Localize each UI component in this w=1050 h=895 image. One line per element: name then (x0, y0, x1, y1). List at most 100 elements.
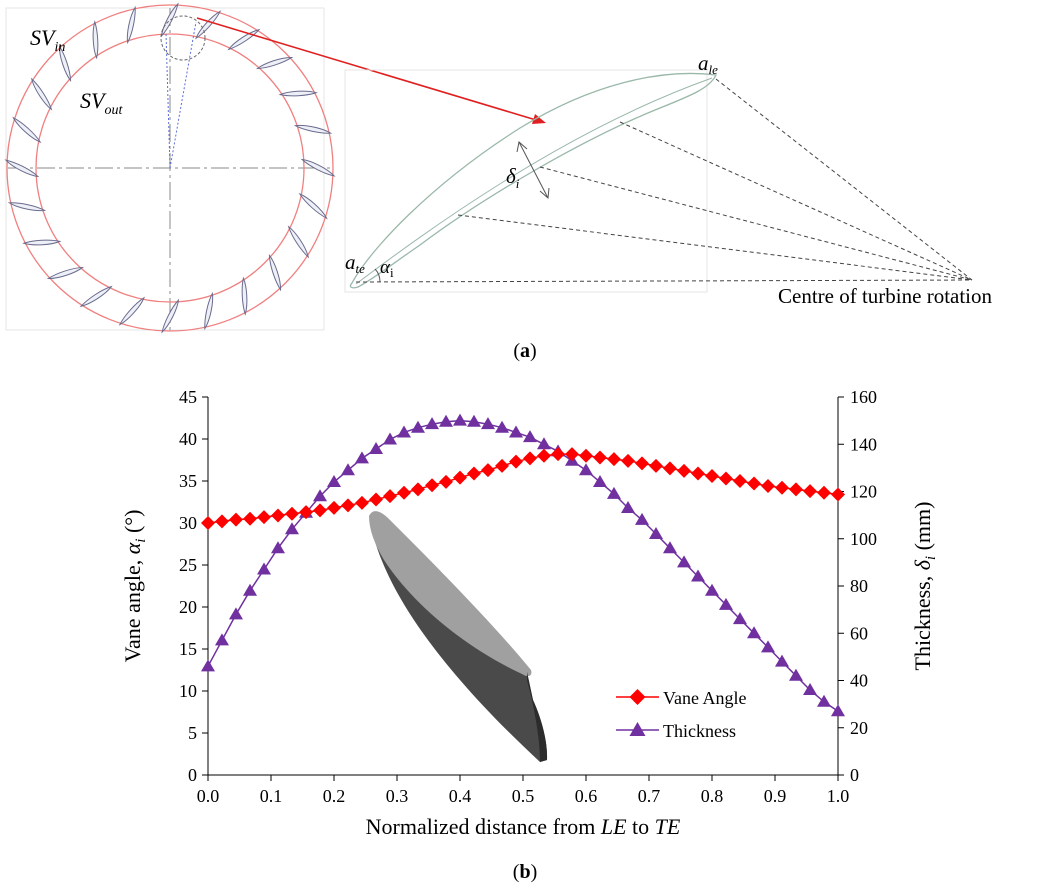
vane-angle-point (425, 478, 440, 493)
x-tick-label: 0.6 (575, 786, 598, 806)
y-right-tick-label: 140 (850, 434, 877, 454)
thickness-point (396, 425, 411, 438)
x-axis-ticks: 0.0 0.1 0.2 0.3 0.4 0.5 0.6 0.7 0.8 0.9 1.0 (197, 775, 850, 806)
vane-angle-point (662, 461, 677, 476)
vane-airfoil-outer (349, 72, 717, 289)
alpha-label: αi (380, 257, 394, 280)
thickness-point (284, 522, 299, 535)
thickness-point (522, 430, 537, 443)
y-left-tick-label: 35 (179, 471, 197, 491)
sv-out-label: SVout (80, 88, 123, 118)
vane-angle-point (606, 452, 621, 467)
delta-label: δi (506, 164, 520, 191)
thickness-point (410, 420, 425, 433)
vane-icon (118, 296, 145, 326)
a-le-label: ale (698, 51, 718, 77)
vane-angle-point (831, 487, 845, 502)
thickness-point (662, 541, 677, 554)
vane-icon (92, 20, 99, 60)
zoom-circle (160, 15, 206, 61)
thickness-point (579, 463, 593, 476)
y-left-tick-label: 10 (179, 681, 197, 701)
vane-icon (255, 56, 294, 70)
vane-icon (4, 159, 40, 178)
thickness-point (621, 501, 636, 514)
thickness-point (691, 569, 706, 582)
vane-icon (79, 285, 113, 308)
thickness-point (606, 486, 621, 499)
sv-in-label: SVin (30, 25, 65, 55)
x-tick-label: 1.0 (827, 786, 850, 806)
vane-angle-point (788, 482, 803, 497)
x-axis-title: Normalized distance from LE to TE (366, 814, 681, 839)
y-left-tick-label: 15 (179, 639, 197, 659)
zoom-arrow-head (532, 114, 546, 124)
caption-b: (b) (513, 861, 537, 883)
thickness-point (635, 512, 650, 525)
vane-icon (278, 90, 318, 97)
vane-angle-point (817, 485, 832, 500)
thickness-point (831, 704, 845, 717)
caption-a: (a) (513, 340, 536, 362)
radial-ray (457, 214, 973, 281)
sv-out-ring (35, 33, 305, 303)
vane-camber-line (355, 77, 713, 285)
vane-icon (12, 116, 42, 143)
vane-angle-point (705, 468, 719, 483)
left-axis-title: Vane angle, αi (°) (120, 510, 149, 663)
right-axis-title: Thickness, δi (mm) (910, 502, 939, 671)
thickness-point (509, 425, 524, 438)
vane-angle-point (201, 516, 215, 530)
guide-vanes (4, 2, 336, 334)
y-right-tick-label: 120 (850, 482, 877, 502)
y-left-tick-label: 5 (188, 723, 197, 743)
vane-icon (30, 77, 53, 111)
legend-thickness-marker (629, 722, 646, 736)
thickness-point (495, 420, 510, 433)
thickness-point (803, 682, 818, 695)
vane-icon (287, 225, 310, 259)
y-left-tick-label: 0 (188, 765, 197, 785)
thickness-point (774, 654, 789, 667)
thickness-point (705, 583, 719, 596)
vane-angle-point (536, 448, 551, 463)
vane-angle-point (761, 479, 776, 494)
thickness-point (270, 541, 285, 554)
vane-angle-point (480, 463, 495, 478)
vane-3d-edge (527, 672, 548, 762)
sv-in-ring (6, 4, 334, 332)
vane-angle-point (439, 474, 454, 489)
thickness-point (788, 668, 803, 681)
panel-a: SVin SVout ale ate δi αi Centre of turbi… (4, 2, 993, 362)
y-left-tick-label: 20 (179, 597, 197, 617)
vane-angle-point (677, 463, 692, 478)
thickness-point (243, 583, 258, 596)
x-tick-label: 0.5 (512, 786, 535, 806)
y-right-tick-label: 100 (850, 529, 877, 549)
vane-icon (46, 266, 85, 280)
thickness-point (313, 489, 328, 502)
x-tick-label: 0.7 (638, 786, 661, 806)
x-tick-label: 0.1 (260, 786, 283, 806)
series-vane-angle (201, 447, 845, 530)
thickness-arrow (518, 141, 549, 199)
vane-angle-point (592, 450, 607, 465)
radial-ray (619, 121, 973, 281)
baseline-ray (355, 279, 973, 283)
vane-angle-point (509, 454, 524, 469)
vane-angle-point (327, 500, 341, 515)
x-tick-label: 0.0 (197, 786, 220, 806)
vane-angle-point (565, 447, 580, 462)
thickness-arrow-head-bottom (539, 187, 550, 200)
y-right-tick-label: 40 (850, 671, 868, 691)
panel-a-right-frame (344, 69, 708, 293)
centre-of-rotation-label: Centre of turbine rotation (778, 284, 993, 308)
vane-angle-point (243, 511, 258, 526)
x-tick-label: 0.9 (764, 786, 787, 806)
vane-angle-point (635, 456, 650, 471)
vane-angle-point (453, 470, 467, 485)
vane-angle-point (522, 451, 537, 466)
radial-ray (539, 166, 973, 281)
vane-angle-point (621, 453, 636, 468)
